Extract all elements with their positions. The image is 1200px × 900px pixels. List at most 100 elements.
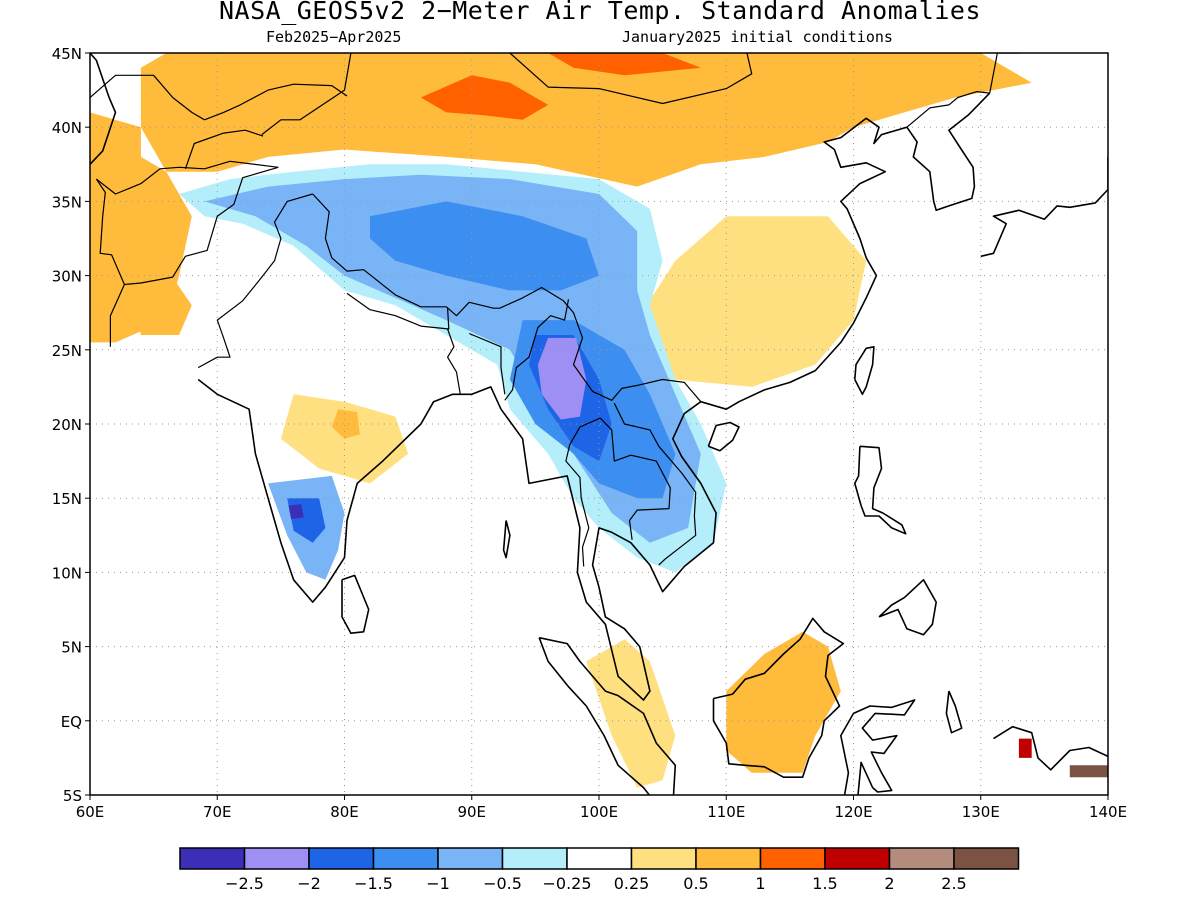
anomaly-region-india-south-cold-core (288, 504, 304, 519)
colorbar-label: 1 (755, 874, 766, 893)
border-china-russia-east (989, 53, 1020, 94)
colorbar-swatch (695, 847, 762, 870)
coastline-taiwan (854, 345, 875, 396)
coastline-luzon (853, 445, 907, 535)
coastline-india-outline (197, 378, 502, 603)
x-tick-label: 70E (203, 803, 232, 821)
colorbar-swatch (953, 847, 1020, 870)
colorbar-label: −0.25 (542, 874, 592, 893)
colorbar-label: 2 (884, 874, 895, 893)
colorbar-label: 2.5 (941, 874, 967, 893)
colorbar-swatch (179, 847, 246, 870)
border-myanmar-thai (504, 299, 570, 401)
y-tick-label: 45N (52, 45, 82, 63)
y-tick-label: EQ (61, 713, 82, 731)
border-china-mongolia (261, 53, 352, 136)
y-tick-label: 40N (52, 119, 82, 137)
colorbar-swatch (566, 847, 633, 870)
coastline-layer (90, 53, 1108, 795)
coastline-borneo (712, 617, 845, 779)
coastline-halmahera (945, 690, 963, 734)
axis-labels: 60E 70E 80E 90E 100E 110E 120E 130E 140E 45N 40N 35… (52, 45, 1127, 821)
anomaly-region-new-guinea-brown (1069, 765, 1108, 778)
coastline-sulawesi (839, 699, 916, 795)
colorbar-swatch (501, 847, 568, 870)
border-india-pakistan (197, 193, 313, 369)
initial-conditions-subtitle: January2025 initial conditions (622, 28, 893, 46)
y-tick-label: 20N (52, 416, 82, 434)
border-china-korea (906, 90, 990, 128)
border-afghan-north (96, 160, 279, 195)
anomaly-region-mongolia-strong-warm (420, 75, 549, 120)
border-himalaya-border (312, 193, 702, 403)
border-kazakh-uzbek (90, 74, 205, 121)
colorbar-swatch (759, 847, 826, 870)
anomaly-region-central-asia-north-warm (140, 53, 1032, 187)
y-tick-label: 5N (61, 639, 82, 657)
border-mongolia-south (505, 53, 753, 105)
anomaly-region-sumatra-warm (586, 639, 676, 788)
y-tick-label: 5S (63, 787, 82, 805)
colorbar-label: −2 (297, 874, 321, 893)
x-tick-label: 110E (707, 803, 745, 821)
gridlines (90, 53, 1108, 795)
x-tick-label: 60E (76, 803, 105, 821)
coastline-new-guinea (993, 725, 1108, 771)
coastline-korea (906, 92, 991, 212)
x-tick-label: 80E (330, 803, 359, 821)
y-tick-label: 25N (52, 342, 82, 360)
x-tick-label: 130E (962, 803, 1000, 821)
border-kazakh-kyrgyz (204, 83, 348, 121)
coastline-mindanao (878, 578, 938, 636)
y-tick-label: 15N (52, 490, 82, 508)
colorbar-label: 0.25 (613, 874, 650, 893)
colorbar-label: −2.5 (225, 874, 264, 893)
border-laos-vietnam (613, 402, 697, 566)
colorbar-label: −0.5 (483, 874, 522, 893)
colorbar-swatch (437, 847, 504, 870)
colorbar-swatch (372, 847, 439, 870)
anomaly-region-mongolia-east-warm (548, 53, 701, 76)
border-thai-myanmar (565, 417, 601, 567)
border-bangladesh (447, 328, 461, 395)
y-tick-label: 35N (52, 193, 82, 211)
anomaly-fill-layer (90, 53, 1108, 788)
x-tick-label: 100E (580, 803, 618, 821)
border-afghan-pak (124, 166, 279, 286)
border-tajik-uzbek (184, 129, 264, 169)
anomaly-region-pakistan-warm (128, 268, 192, 335)
coastline-hainan (707, 421, 740, 452)
coastline-caspian (90, 53, 117, 165)
anomaly-region-myanmar-cold-core (537, 337, 587, 420)
colorbar-swatch (888, 847, 955, 870)
y-tick-label: 30N (52, 268, 82, 286)
anomaly-region-india-central-warm-spot (331, 409, 360, 439)
border-laos-thai (599, 417, 671, 540)
coastline-sumatra (538, 636, 677, 795)
border-bangladesh-east (468, 332, 506, 395)
anomaly-region-india-central-warm (280, 394, 409, 484)
colorbar-swatch (308, 847, 375, 870)
colorbar-label: −1 (426, 874, 450, 893)
coastline-indochina-coast (500, 117, 908, 701)
anomaly-region-new-guinea-warm (1018, 738, 1032, 758)
anomaly-region-borneo-warm (726, 631, 841, 773)
coastline-sri-lanka (341, 574, 370, 635)
colorbar-label: 0.5 (683, 874, 709, 893)
coastline-japan (980, 156, 1108, 258)
colorbar (179, 847, 1020, 870)
border-iran-afghan-pak (95, 178, 126, 347)
x-tick-label: 140E (1089, 803, 1127, 821)
anomaly-region-china-east-warm-light (637, 216, 867, 387)
x-tick-label: 120E (834, 803, 872, 821)
coastline-andaman (502, 520, 511, 559)
colorbar-swatch (824, 847, 891, 870)
period-subtitle: Feb2025−Apr2025 (266, 28, 402, 46)
colorbar-swatch (243, 847, 310, 870)
colorbar-label: 1.5 (812, 874, 838, 893)
y-tick-label: 10N (52, 564, 82, 582)
colorbar-label: −1.5 (354, 874, 393, 893)
border-nepal-india (346, 292, 450, 330)
colorbar-swatch (630, 847, 697, 870)
